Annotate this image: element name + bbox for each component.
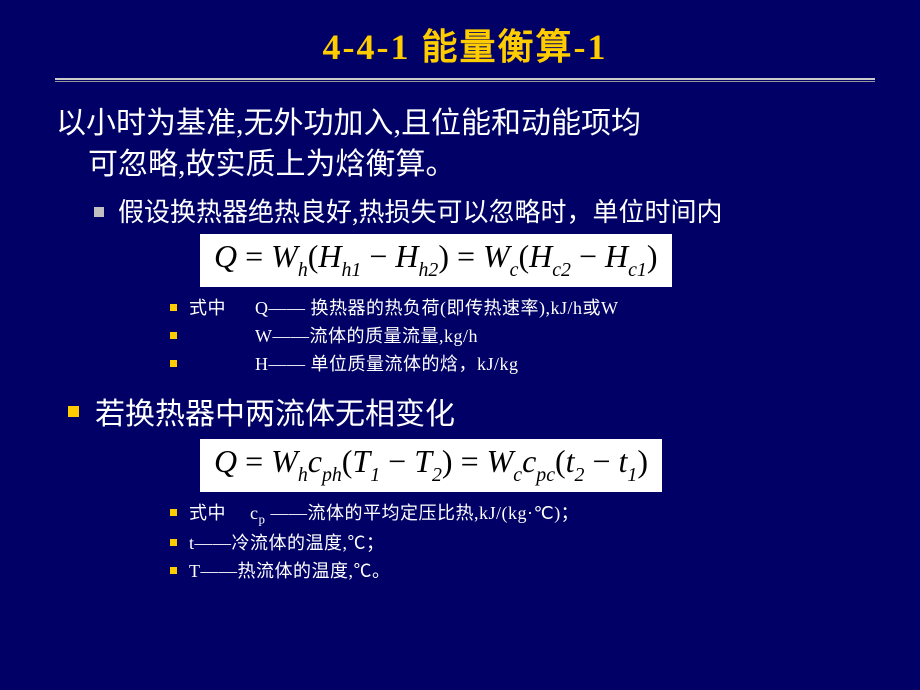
defs-1: 式中 Q—— 换热器的热负荷(即传热速率),kJ/h或W W——流体的质量流量,…: [170, 295, 880, 379]
square-bullet-icon: [170, 539, 177, 546]
assumption-item: 假设换热器绝热良好,热损失可以忽略时，单位时间内: [94, 195, 880, 230]
def-body: t——冷流体的温度,℃；: [189, 533, 385, 553]
main-paragraph: 以小时为基准,无外功加入,且位能和动能项均 可忽略,故实质上为焓衡算。: [56, 104, 880, 185]
square-bullet-icon: [170, 332, 177, 339]
def-row: T——热流体的温度,℃。: [170, 558, 880, 586]
equation-2-wrap: Q = Whcph(T1 − T2) = Wccpc(t2 − t1): [200, 439, 880, 492]
main-line-1: 以小时为基准,无外功加入,且位能和动能项均: [56, 107, 641, 140]
def-row: W——流体的质量流量,kg/h: [170, 323, 880, 351]
def-body: Q—— 换热器的热负荷(即传热速率),kJ/h或W: [255, 298, 618, 318]
def-lead: 式中: [189, 295, 245, 323]
def-body: T——热流体的温度,℃。: [189, 561, 391, 581]
assumption-text: 假设换热器绝热良好,热损失可以忽略时，单位时间内: [118, 195, 880, 230]
square-bullet-icon: [94, 207, 104, 217]
nophase-text: 若换热器中两流体无相变化: [95, 389, 455, 433]
equation-1: Q = Wh(Hh1 − Hh2) = Wc(Hc2 − Hc1): [200, 234, 672, 287]
page-title: 4-4-1 能量衡算-1: [50, 18, 880, 70]
square-bullet-icon: [170, 360, 177, 367]
main-line-2: 可忽略,故实质上为焓衡算。: [88, 145, 880, 186]
title-rule: [55, 78, 875, 82]
def-row: 式中 cp ——流体的平均定压比热,kJ/(kg·℃)；: [170, 500, 880, 530]
def-body: W——流体的质量流量,kg/h: [255, 326, 478, 346]
def-row: t——冷流体的温度,℃；: [170, 530, 880, 558]
def-body: cp ——流体的平均定压比热,kJ/(kg·℃)；: [250, 503, 579, 523]
square-bullet-icon: [170, 509, 177, 516]
equation-1-wrap: Q = Wh(Hh1 − Hh2) = Wc(Hc2 − Hc1): [200, 234, 880, 287]
def-row: H—— 单位质量流体的焓，kJ/kg: [170, 351, 880, 379]
square-bullet-icon: [170, 304, 177, 311]
square-bullet-icon: [68, 406, 79, 417]
def-body: H—— 单位质量流体的焓，kJ/kg: [255, 354, 519, 374]
def-lead: 式中: [189, 500, 245, 528]
slide: 4-4-1 能量衡算-1 以小时为基准,无外功加入,且位能和动能项均 可忽略,故…: [0, 0, 920, 690]
square-bullet-icon: [170, 567, 177, 574]
def-row: 式中 Q—— 换热器的热负荷(即传热速率),kJ/h或W: [170, 295, 880, 323]
nophase-item: 若换热器中两流体无相变化: [68, 389, 880, 433]
equation-2: Q = Whcph(T1 − T2) = Wccpc(t2 − t1): [200, 439, 662, 492]
defs-2: 式中 cp ——流体的平均定压比热,kJ/(kg·℃)； t——冷流体的温度,℃…: [170, 500, 880, 585]
